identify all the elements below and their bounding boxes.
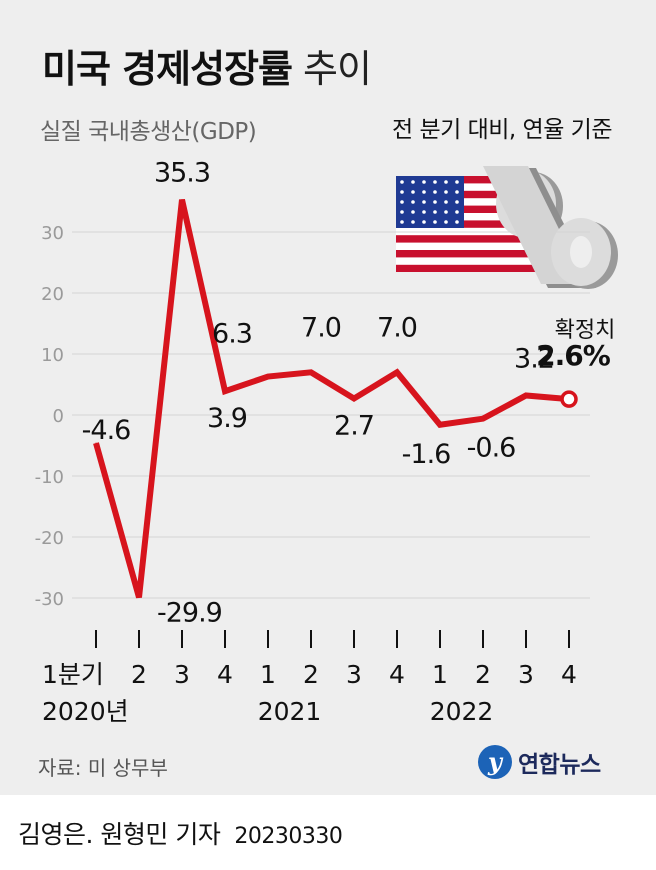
data-label: 35.3 bbox=[154, 158, 210, 189]
data-point bbox=[138, 596, 140, 598]
y-tick-label: -10 bbox=[35, 467, 64, 488]
infographic-panel: 미국 경제성장률 추이 실질 국내총생산(GDP) 전 분기 대비, 연율 기준 bbox=[0, 0, 656, 795]
data-point bbox=[353, 398, 355, 400]
y-tick-label: 10 bbox=[41, 345, 64, 366]
source-note: 자료: 미 상무부 bbox=[38, 756, 168, 780]
year-label: 2020년 bbox=[42, 697, 129, 726]
data-point bbox=[525, 394, 527, 396]
data-label: 7.0 bbox=[377, 312, 417, 343]
credit-authors: 김영은. 원형민 기자 bbox=[18, 820, 221, 849]
x-tick-label: 2 bbox=[303, 660, 319, 689]
year-label: 2022 bbox=[430, 697, 494, 726]
final-point-marker bbox=[560, 390, 578, 408]
data-label: 3.9 bbox=[207, 403, 247, 434]
yonhap-logo-icon: y bbox=[478, 745, 512, 779]
x-tick-label: 3 bbox=[346, 660, 362, 689]
data-point bbox=[482, 418, 484, 420]
title-light: 추이 bbox=[303, 47, 372, 91]
y-tick-label: 30 bbox=[41, 223, 64, 244]
x-tick-label: 4 bbox=[389, 660, 405, 689]
credit-line: 김영은. 원형민 기자 20230330 bbox=[18, 815, 343, 851]
final-value-label: 2.6% bbox=[536, 339, 611, 372]
data-label: 7.0 bbox=[301, 312, 341, 343]
yonhap-logo: y 연합뉴스 bbox=[478, 745, 601, 779]
data-point bbox=[95, 442, 97, 444]
x-tick-label: 1 bbox=[432, 660, 448, 689]
year-label: 2021 bbox=[258, 697, 322, 726]
data-point bbox=[181, 199, 183, 201]
data-label: -4.6 bbox=[82, 415, 131, 446]
page-title: 미국 경제성장률 추이 bbox=[42, 38, 372, 93]
data-label: -0.6 bbox=[467, 433, 516, 464]
y-tick-label: -30 bbox=[35, 589, 64, 610]
title-bold: 미국 경제성장률 bbox=[42, 47, 293, 91]
data-point bbox=[310, 371, 312, 373]
x-tick-label: 1 bbox=[260, 660, 276, 689]
us-flag-icon bbox=[396, 176, 546, 272]
data-label: 6.3 bbox=[212, 319, 252, 350]
data-label: -1.6 bbox=[402, 439, 451, 470]
data-point bbox=[439, 424, 441, 426]
x-tick-label: 1분기 bbox=[42, 660, 104, 689]
basis-note: 전 분기 대비, 연율 기준 bbox=[392, 117, 613, 143]
x-tick-label: 2 bbox=[131, 660, 147, 689]
data-label: -29.9 bbox=[157, 597, 222, 628]
credit-date: 20230330 bbox=[234, 824, 343, 849]
data-point bbox=[267, 376, 269, 378]
x-tick-label: 3 bbox=[174, 660, 190, 689]
percent-icon bbox=[483, 166, 618, 289]
data-label: 3.2 bbox=[514, 343, 554, 374]
gdp-series-line bbox=[93, 199, 570, 599]
x-tick-label: 4 bbox=[561, 660, 577, 689]
x-tick-label: 3 bbox=[518, 660, 534, 689]
final-note: 확정치 bbox=[555, 318, 616, 343]
x-tick-label: 2 bbox=[475, 660, 491, 689]
y-tick-label: 0 bbox=[53, 406, 64, 427]
y-tick-label: -20 bbox=[35, 528, 64, 549]
gdp-line-chart: 30 20 10 0 -10 -20 -30 -4.6 -29.9 35.3 3.9 6.3 7.0 2… bbox=[35, 158, 618, 726]
x-tick-label: 4 bbox=[217, 660, 233, 689]
chart-subtitle: 실질 국내총생산(GDP) bbox=[40, 119, 257, 145]
y-tick-label: 20 bbox=[41, 284, 64, 305]
data-point bbox=[224, 390, 226, 392]
data-point bbox=[396, 371, 398, 373]
data-label: 2.7 bbox=[334, 411, 374, 442]
yonhap-logo-text: 연합뉴스 bbox=[518, 752, 601, 778]
